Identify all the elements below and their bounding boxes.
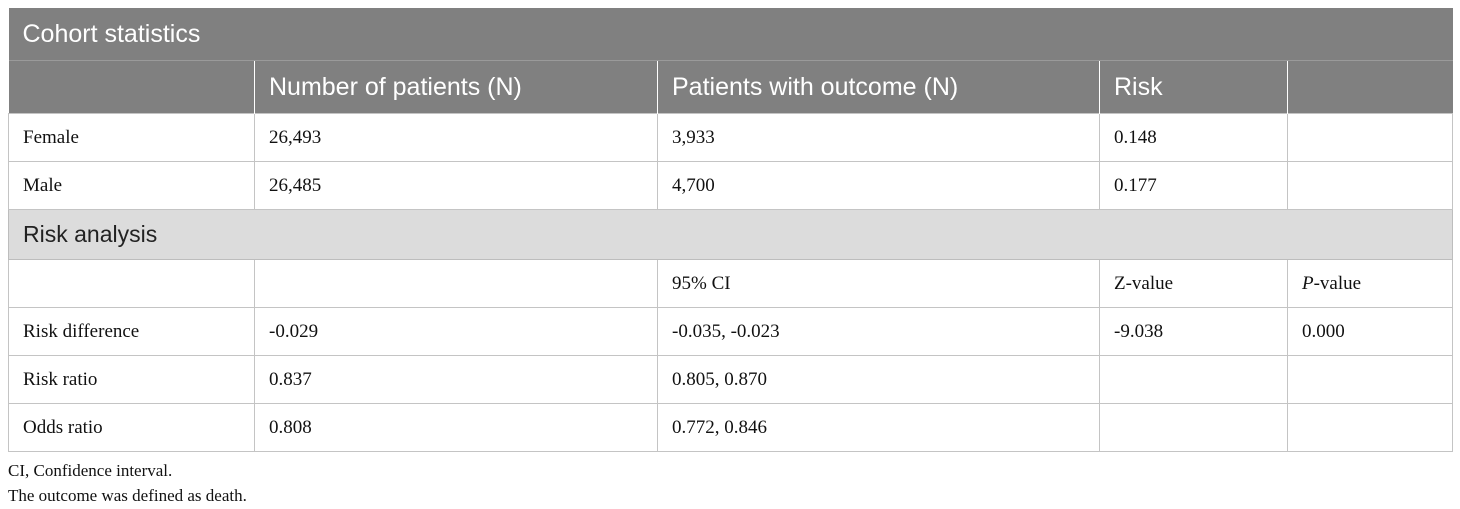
table-cell: 4,700 [657,161,1100,210]
cohort-statistics-table: Cohort statistics Number of patients (N)… [7,8,1454,452]
table-row: Male 26,485 4,700 0.177 [8,161,1454,210]
column-header: Number of patients (N) [254,60,658,114]
table-cell [1099,403,1288,452]
table-row: Female 26,493 3,933 0.148 [8,113,1454,162]
section-title-cohort: Cohort statistics [8,8,1453,61]
table-footnotes: CI, Confidence interval. The outcome was… [8,458,1452,508]
row-label: Female [8,113,255,162]
table-cell: 0.808 [254,403,658,452]
table-cell: -0.035, -0.023 [657,307,1100,356]
table-cell [1286,161,1454,210]
table-cell [1286,113,1454,162]
row-label: Risk ratio [8,355,255,404]
p-letter: P [1302,272,1314,294]
table-row: Risk ratio 0.837 0.805, 0.870 [8,355,1454,404]
table-cell: 26,493 [254,113,658,162]
table-cell: 0.805, 0.870 [657,355,1100,404]
table-cell: -0.029 [254,307,658,356]
column-header [8,60,255,114]
column-header: Z-value [1099,259,1288,308]
footnote: CI, Confidence interval. [8,461,173,480]
row-label: Risk difference [8,307,255,356]
table-cell [1286,355,1454,404]
table-cell: 0.177 [1099,161,1288,210]
section-header-cohort: Cohort statistics [8,8,1453,61]
column-header: Patients with outcome (N) [657,60,1100,114]
column-header [1286,60,1453,114]
column-header [8,259,255,308]
row-label: Odds ratio [8,403,255,452]
table-cell: 0.148 [1099,113,1288,162]
risk-header-row: 95% CI Z-value P-value [8,259,1454,308]
p-value-suffix: -value [1313,272,1362,294]
table-cell: 0.837 [254,355,658,404]
table-row: Risk difference -0.029 -0.035, -0.023 -9… [8,307,1454,356]
table-cell: 3,933 [657,113,1100,162]
column-header: Risk [1099,60,1288,114]
table-cell: -9.038 [1099,307,1288,356]
column-header [254,259,658,308]
table-cell: 0.772, 0.846 [657,403,1100,452]
document: Cohort statistics Number of patients (N)… [7,8,1454,508]
column-header-row: Number of patients (N) Patients with out… [8,60,1453,114]
table-cell: 0.000 [1286,307,1454,356]
table-cell: 26,485 [254,161,658,210]
section-title-risk: Risk analysis [7,209,1454,260]
p-value-header: P-value [1286,259,1454,308]
footnote: The outcome was defined as death. [8,486,247,505]
table-row: Odds ratio 0.808 0.772, 0.846 [8,403,1454,452]
row-label: Male [8,161,255,210]
table-cell [1099,355,1288,404]
table-cell [1286,403,1454,452]
column-header: 95% CI [657,259,1100,308]
section-header-risk: Risk analysis [7,209,1454,260]
